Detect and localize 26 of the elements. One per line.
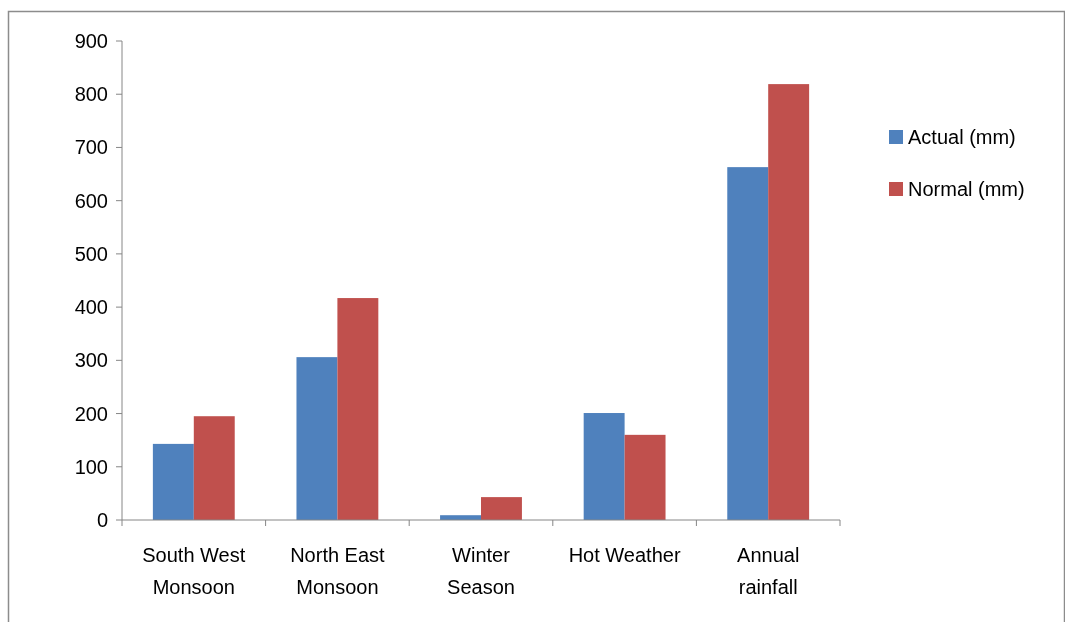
y-tick-label: 100 bbox=[74, 455, 108, 478]
legend-label: Normal (mm) bbox=[908, 178, 1025, 200]
x-tick-label: Winter Season bbox=[447, 544, 515, 598]
x-tick-label: Hot Weather bbox=[568, 544, 681, 566]
bar bbox=[296, 357, 338, 520]
bar bbox=[193, 416, 235, 520]
bar bbox=[152, 443, 194, 520]
y-tick-label: 500 bbox=[74, 242, 108, 265]
y-tick-label: 0 bbox=[96, 509, 108, 531]
bar bbox=[768, 84, 810, 520]
bar bbox=[624, 434, 666, 520]
x-tick-label: South West Monsoon bbox=[142, 544, 246, 598]
y-tick-label: 800 bbox=[74, 83, 108, 106]
x-tick-label: North East Monsoon bbox=[290, 544, 386, 598]
y-tick-label: 600 bbox=[74, 189, 108, 212]
legend-label: Actual (mm) bbox=[908, 126, 1016, 148]
bar bbox=[337, 298, 379, 520]
y-tick-label: 200 bbox=[74, 402, 108, 425]
y-tick-label: 300 bbox=[74, 349, 108, 372]
y-tick-label: 400 bbox=[74, 296, 108, 319]
bar bbox=[583, 413, 625, 520]
bar bbox=[481, 497, 522, 520]
bar bbox=[727, 167, 769, 520]
y-tick-label: 700 bbox=[74, 136, 108, 159]
x-tick-label: Annual rainfall bbox=[737, 544, 800, 598]
y-tick-label: 900 bbox=[74, 30, 108, 52]
